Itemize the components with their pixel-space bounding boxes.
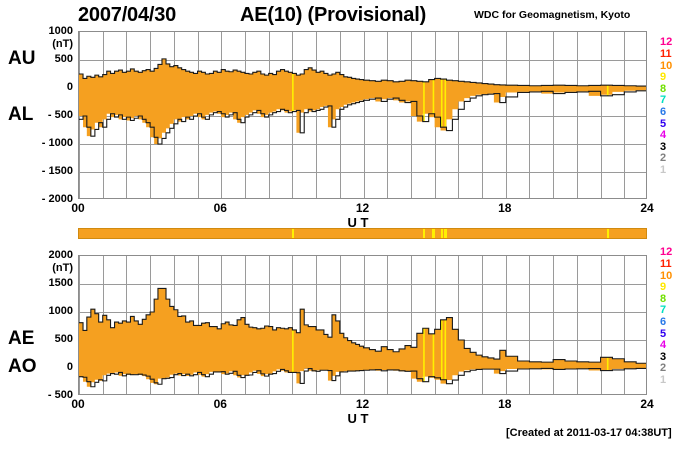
legend-item: 9 bbox=[660, 281, 667, 294]
data-coverage-bar bbox=[78, 228, 647, 239]
legend-item: 1 bbox=[660, 163, 667, 176]
axis-series-label-ae: AE bbox=[8, 328, 35, 349]
x-tick-label: 00 bbox=[71, 201, 85, 215]
legend-item: 8 bbox=[660, 292, 667, 305]
plot-area bbox=[78, 31, 647, 199]
legend-item: 2 bbox=[660, 152, 667, 165]
source-credit: WDC for Geomagnetism, Kyoto bbox=[474, 9, 631, 21]
legend-item: 7 bbox=[660, 304, 667, 317]
legend-item: 3 bbox=[660, 350, 667, 363]
y-tick-label: 1000 bbox=[48, 25, 73, 37]
legend-item: 11 bbox=[660, 47, 672, 60]
y-tick-label: - 2000 bbox=[41, 193, 73, 205]
x-axis-label: U T bbox=[347, 411, 369, 426]
legend-item: 12 bbox=[660, 246, 673, 259]
y-axis-unit: (nT) bbox=[52, 262, 73, 274]
legend-item: 11 bbox=[660, 257, 672, 270]
y-tick-label: 500 bbox=[54, 333, 73, 345]
coverage-mark bbox=[444, 229, 447, 238]
x-tick-label: 12 bbox=[355, 397, 370, 411]
created-timestamp: [Created at 2011-03-17 04:38UT] bbox=[506, 427, 672, 439]
plot-canvas bbox=[79, 256, 646, 394]
y-tick-label: - 500 bbox=[47, 389, 73, 401]
legend-item: 7 bbox=[660, 94, 667, 107]
x-tick-label: 00 bbox=[71, 397, 85, 411]
x-axis-label: U T bbox=[347, 215, 369, 230]
axis-series-label-al: AL bbox=[8, 104, 34, 125]
legend-item: 12 bbox=[660, 36, 673, 49]
series-line-au bbox=[79, 58, 646, 87]
y-axis-unit: (nT) bbox=[52, 38, 73, 50]
x-tick-label: 24 bbox=[640, 397, 654, 411]
legend-item: 9 bbox=[660, 71, 667, 84]
legend-item: 4 bbox=[660, 339, 667, 352]
y-tick-label: 2000 bbox=[48, 249, 73, 261]
legend-item: 5 bbox=[660, 117, 667, 130]
coverage-marks bbox=[292, 319, 609, 382]
axis-series-label-au: AU bbox=[8, 48, 36, 69]
coverage-mark bbox=[432, 229, 435, 238]
legend-item: 10 bbox=[660, 59, 673, 72]
plot-area bbox=[78, 255, 647, 395]
plot-canvas bbox=[79, 32, 646, 198]
y-tick-label: - 500 bbox=[47, 109, 73, 121]
series-fill-band bbox=[79, 58, 646, 144]
series-line-ao bbox=[79, 367, 646, 388]
station-count-legend: 12 11 10 9 8 7 6 5 4 3 2 1 bbox=[660, 247, 686, 386]
coverage-marks bbox=[292, 73, 609, 128]
y-tick-label: 0 bbox=[66, 81, 73, 93]
legend-item: 3 bbox=[660, 140, 667, 153]
series-line-ae bbox=[79, 287, 646, 364]
legend-item: 8 bbox=[660, 82, 667, 95]
x-tick-label: 24 bbox=[640, 201, 654, 215]
y-tick-label: - 1000 bbox=[41, 137, 73, 149]
y-tick-label: - 1500 bbox=[41, 165, 73, 177]
x-tick-label: 12 bbox=[355, 201, 370, 215]
x-tick-label: 06 bbox=[213, 201, 227, 215]
legend-item: 10 bbox=[660, 269, 673, 282]
axis-series-label-ao: AO bbox=[8, 356, 37, 377]
x-tick-label: 18 bbox=[498, 397, 512, 411]
station-count-legend: 12 11 10 9 8 7 6 5 4 3 2 1 bbox=[660, 37, 686, 176]
x-tick-label: 06 bbox=[213, 397, 227, 411]
y-tick-label: 500 bbox=[54, 53, 73, 65]
page-title: AE(10) (Provisional) bbox=[240, 4, 427, 26]
series-line-al bbox=[79, 90, 646, 145]
legend-item: 6 bbox=[660, 105, 667, 118]
y-tick-label: 1000 bbox=[48, 305, 73, 317]
coverage-mark bbox=[291, 229, 295, 238]
y-tick-label: 1500 bbox=[48, 277, 73, 289]
coverage-mark bbox=[422, 229, 426, 238]
series-fill-band bbox=[79, 288, 646, 387]
legend-item: 4 bbox=[660, 129, 667, 142]
legend-item: 5 bbox=[660, 327, 667, 340]
legend-item: 6 bbox=[660, 315, 667, 328]
coverage-mark bbox=[440, 229, 444, 238]
legend-item: 1 bbox=[660, 373, 667, 386]
y-tick-label: 0 bbox=[66, 361, 73, 373]
coverage-mark bbox=[606, 229, 610, 238]
legend-item: 2 bbox=[660, 362, 667, 375]
page-title-date: 2007/04/30 bbox=[78, 4, 177, 26]
x-tick-label: 18 bbox=[498, 201, 512, 215]
